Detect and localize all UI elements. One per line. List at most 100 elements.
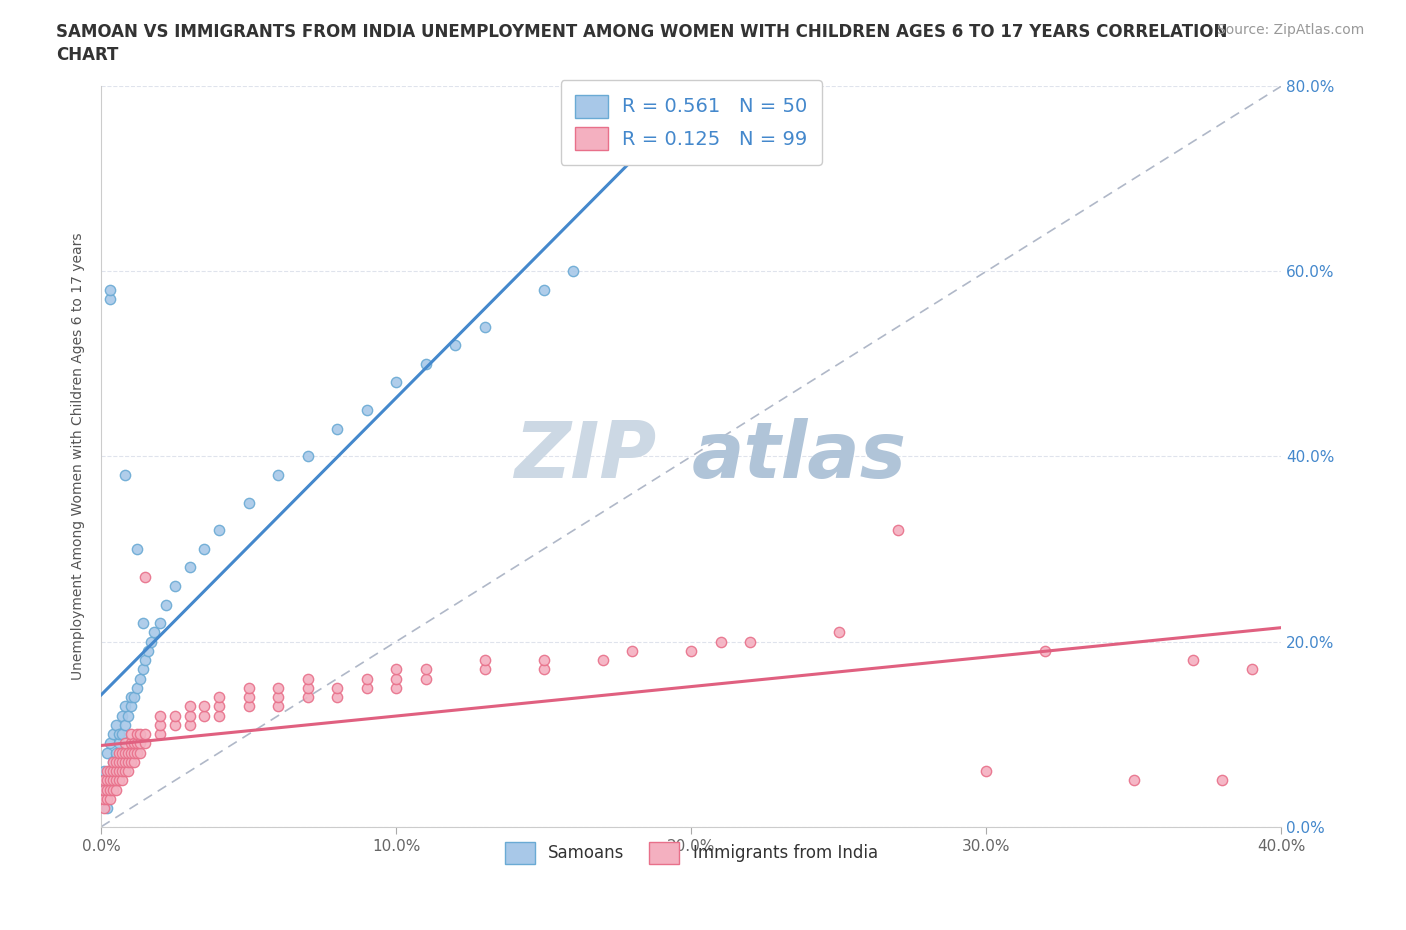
Point xyxy=(179,560,201,575)
Point xyxy=(326,690,349,705)
Point xyxy=(131,662,153,677)
Point xyxy=(297,671,319,686)
Point xyxy=(1181,653,1204,668)
Point xyxy=(134,736,156,751)
Point xyxy=(533,283,555,298)
Point xyxy=(122,690,145,705)
Point xyxy=(740,634,762,649)
Point xyxy=(1240,662,1263,677)
Point xyxy=(138,644,160,658)
Point xyxy=(1211,773,1233,788)
Y-axis label: Unemployment Among Women with Children Ages 6 to 17 years: Unemployment Among Women with Children A… xyxy=(72,232,86,680)
Point xyxy=(104,754,127,769)
Point xyxy=(267,690,290,705)
Point xyxy=(108,754,131,769)
Point xyxy=(98,283,121,298)
Point xyxy=(122,745,145,760)
Point xyxy=(155,597,177,612)
Point xyxy=(179,708,201,723)
Point xyxy=(96,801,118,816)
Point xyxy=(149,616,172,631)
Point xyxy=(98,292,121,307)
Point xyxy=(93,791,115,806)
Point xyxy=(297,681,319,696)
Point xyxy=(120,699,142,714)
Point xyxy=(149,717,172,732)
Point xyxy=(179,699,201,714)
Point xyxy=(125,736,148,751)
Point xyxy=(134,569,156,584)
Point xyxy=(93,782,115,797)
Point xyxy=(125,726,148,741)
Point xyxy=(267,681,290,696)
Point xyxy=(128,745,150,760)
Point xyxy=(101,754,124,769)
Point xyxy=(108,736,131,751)
Point xyxy=(108,726,131,741)
Point xyxy=(98,773,121,788)
Point xyxy=(104,782,127,797)
Point xyxy=(208,523,231,538)
Text: Source: ZipAtlas.com: Source: ZipAtlas.com xyxy=(1216,23,1364,37)
Point xyxy=(117,764,139,778)
Point xyxy=(474,319,496,334)
Point xyxy=(193,708,215,723)
Point xyxy=(98,764,121,778)
Point xyxy=(356,671,378,686)
Point xyxy=(179,717,201,732)
Point xyxy=(976,764,998,778)
Point xyxy=(208,699,231,714)
Point xyxy=(326,681,349,696)
Point xyxy=(122,736,145,751)
Point xyxy=(108,773,131,788)
Point xyxy=(828,625,851,640)
Point xyxy=(385,671,408,686)
Point xyxy=(326,421,349,436)
Point xyxy=(114,736,136,751)
Text: ZIP: ZIP xyxy=(513,418,657,495)
Point xyxy=(114,717,136,732)
Point xyxy=(415,671,437,686)
Point xyxy=(149,726,172,741)
Point xyxy=(415,356,437,371)
Point xyxy=(120,745,142,760)
Point xyxy=(128,671,150,686)
Point xyxy=(385,662,408,677)
Point xyxy=(149,708,172,723)
Point xyxy=(356,681,378,696)
Text: CHART: CHART xyxy=(56,46,118,64)
Point xyxy=(96,782,118,797)
Point xyxy=(125,745,148,760)
Point xyxy=(111,764,134,778)
Point xyxy=(108,764,131,778)
Point xyxy=(101,773,124,788)
Point xyxy=(96,745,118,760)
Point xyxy=(128,726,150,741)
Point xyxy=(385,375,408,390)
Point xyxy=(163,708,186,723)
Point xyxy=(444,338,467,352)
Point xyxy=(114,745,136,760)
Point xyxy=(143,625,166,640)
Point xyxy=(101,754,124,769)
Text: atlas: atlas xyxy=(692,418,907,495)
Point xyxy=(120,690,142,705)
Point xyxy=(208,690,231,705)
Point xyxy=(208,708,231,723)
Point xyxy=(93,801,115,816)
Point xyxy=(111,726,134,741)
Point xyxy=(114,764,136,778)
Point xyxy=(111,708,134,723)
Point xyxy=(117,708,139,723)
Point xyxy=(238,681,260,696)
Point xyxy=(562,264,585,279)
Point xyxy=(93,773,115,788)
Point xyxy=(163,578,186,593)
Point xyxy=(267,468,290,483)
Point xyxy=(125,541,148,556)
Point xyxy=(267,699,290,714)
Point xyxy=(104,764,127,778)
Point xyxy=(681,644,703,658)
Point xyxy=(533,653,555,668)
Point xyxy=(385,681,408,696)
